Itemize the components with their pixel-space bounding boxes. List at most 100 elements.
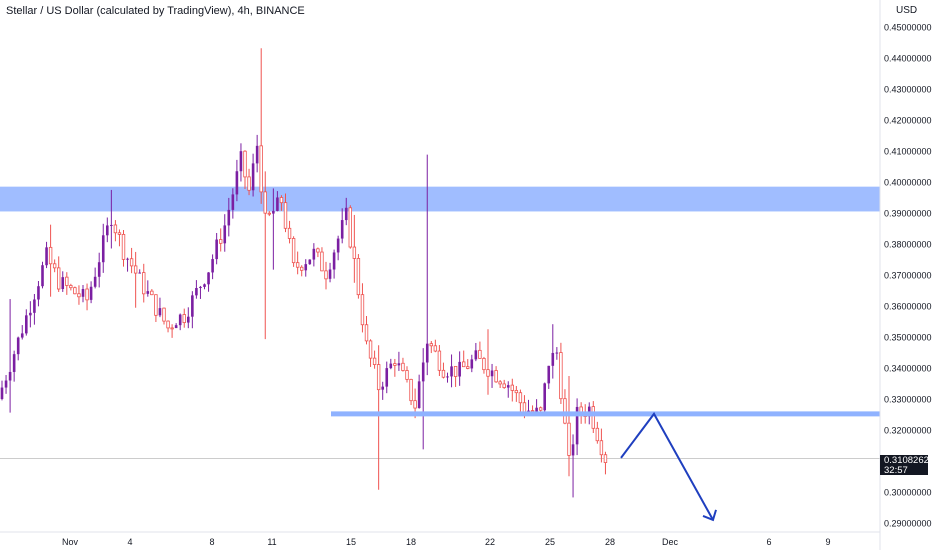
candle-body (453, 365, 458, 377)
candle (466, 359, 470, 370)
candle-body (518, 392, 523, 404)
y-tick-label: 0.39000000 (884, 209, 932, 219)
candle-body (393, 363, 397, 366)
candle-body (203, 284, 206, 287)
candle (502, 379, 506, 389)
candle-body (478, 349, 482, 359)
candle (199, 285, 202, 299)
candle (340, 208, 344, 244)
candle (478, 341, 482, 359)
candle-body (368, 340, 373, 359)
candle-body (344, 207, 348, 221)
y-tick-label: 0.38000000 (884, 240, 932, 250)
candle (259, 48, 263, 204)
candle-body (29, 312, 32, 316)
candle-body (65, 276, 69, 286)
candle (381, 381, 384, 400)
candle (453, 365, 458, 387)
candle (433, 339, 438, 353)
candle-body (20, 333, 24, 338)
y-tick-label: 0.33000000 (884, 395, 932, 405)
candle-body (356, 258, 361, 296)
candle (320, 247, 324, 272)
candle-body (547, 365, 551, 384)
candle (182, 308, 186, 328)
candle (279, 195, 284, 211)
candle-body (413, 400, 417, 409)
candle (12, 350, 16, 382)
candle-body (93, 276, 97, 287)
candle (304, 259, 308, 277)
candle (368, 339, 373, 367)
candle-body (490, 370, 494, 377)
candle-body (563, 398, 567, 424)
candle-body (316, 248, 320, 253)
candle (187, 307, 190, 329)
candle (4, 375, 8, 394)
candle-body (178, 314, 182, 326)
candle (559, 342, 563, 405)
candle (514, 386, 519, 402)
candle (591, 401, 595, 434)
candle-body (470, 359, 474, 369)
support-line[interactable] (331, 411, 880, 417)
candle (267, 211, 271, 217)
candle-body (381, 386, 384, 390)
y-tick-label: 0.36000000 (884, 302, 932, 312)
candle (126, 257, 129, 272)
candle-body (166, 320, 170, 329)
candle-body (117, 232, 122, 235)
resistance-zone[interactable] (0, 186, 880, 212)
x-tick-label: Nov (62, 537, 79, 547)
candle (283, 193, 288, 233)
candle-body (437, 350, 442, 371)
candle (174, 323, 178, 329)
candle (417, 374, 421, 409)
candle-body (332, 252, 336, 270)
candle (425, 154, 429, 376)
candle-body (336, 238, 340, 253)
candle (101, 223, 105, 273)
candle (73, 286, 77, 295)
candle-body (121, 234, 126, 260)
projection-arrow[interactable] (620, 412, 714, 521)
candle-body (287, 227, 292, 239)
candle (287, 220, 292, 244)
candle (312, 243, 316, 267)
candle (211, 254, 214, 280)
candle-body (187, 316, 190, 323)
y-tick-label: 0.32000000 (884, 426, 932, 436)
candle (239, 143, 243, 182)
candle (308, 259, 312, 265)
candle (65, 272, 69, 295)
candle-body (16, 337, 20, 355)
candle (133, 251, 138, 308)
candle (69, 283, 73, 291)
candle-body (360, 294, 365, 326)
candle (575, 398, 579, 456)
y-tick-label: 0.41000000 (884, 147, 932, 157)
candle (25, 309, 28, 336)
candle-body (106, 225, 109, 236)
candle-body (37, 286, 40, 300)
candle (113, 220, 118, 242)
candle (93, 267, 97, 289)
candle-body (255, 145, 259, 164)
candle-body (364, 324, 369, 342)
candle-body (170, 327, 174, 330)
candle-body (0, 387, 4, 399)
candle-body (279, 197, 284, 204)
candle-body (227, 209, 231, 226)
candle (486, 329, 490, 395)
candle (166, 320, 170, 333)
candle (563, 389, 567, 425)
candle (97, 252, 101, 288)
candle-body (522, 402, 527, 414)
candle (162, 307, 166, 325)
candle-body (126, 258, 129, 260)
candle-body (458, 361, 461, 377)
candle-body (571, 444, 575, 456)
candle-body (211, 259, 214, 273)
